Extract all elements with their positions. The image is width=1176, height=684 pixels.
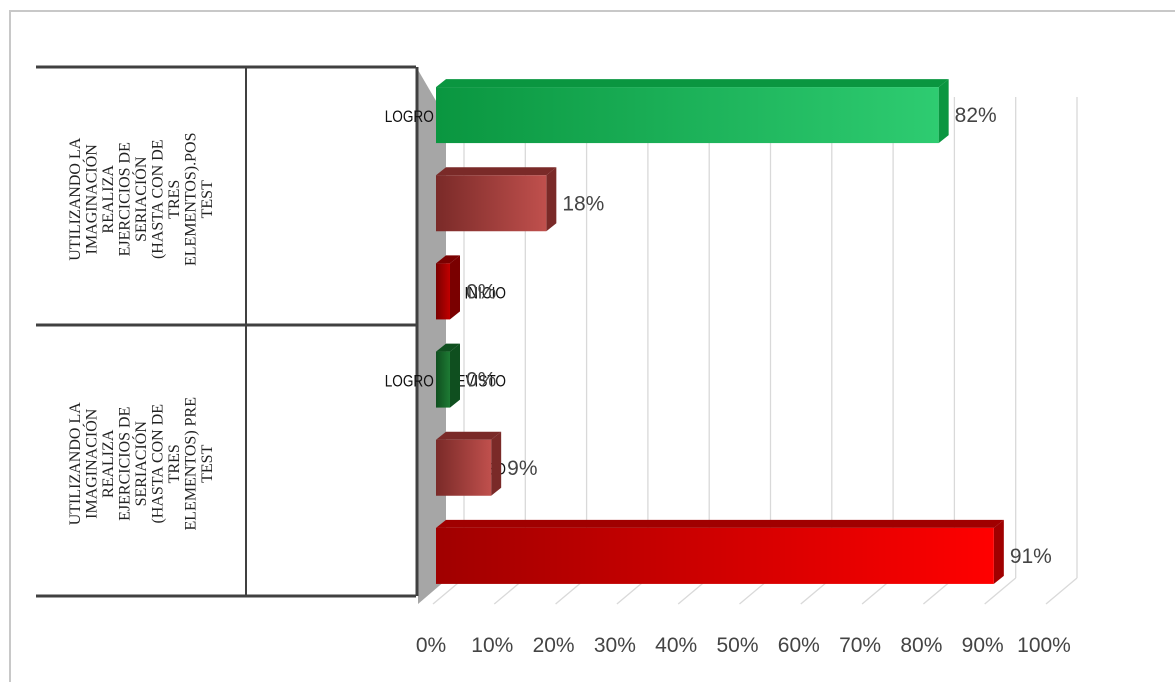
bar [436, 439, 492, 496]
floor-line [1045, 577, 1078, 605]
bar-top [436, 519, 1004, 528]
bar-top [436, 167, 557, 176]
bar [436, 527, 994, 584]
bar-side [938, 79, 949, 144]
data-label: 91% [1010, 545, 1052, 568]
x-tick-label: 0% [416, 634, 446, 657]
bar-top [436, 255, 460, 264]
data-label: 0% [466, 280, 496, 303]
bar-top [436, 79, 949, 88]
x-tick-label: 100% [1017, 634, 1071, 657]
x-tick-label: 30% [594, 634, 636, 657]
bar-side [491, 431, 502, 496]
x-tick-label: 90% [962, 634, 1004, 657]
floor-line [984, 577, 1017, 605]
x-tick-label: 70% [839, 634, 881, 657]
x-tick-label: 20% [533, 634, 575, 657]
x-tick-label: 60% [778, 634, 820, 657]
data-label: 18% [562, 192, 604, 215]
x-tick-label: 40% [655, 634, 697, 657]
bar-top [436, 431, 502, 440]
category-label: INICIO [464, 284, 506, 303]
data-label: 9% [507, 457, 537, 480]
data-label: 0% [466, 369, 496, 392]
bar-side [450, 343, 460, 408]
x-tick-label: 10% [471, 634, 513, 657]
bar-top [436, 343, 460, 352]
x-tick-label: 80% [900, 634, 942, 657]
chart-frame: 0% 10% 20% 30% 40% 50% 60% 70% 80% 90% 100% UTILIZA… [9, 10, 1175, 682]
group-label: UTILIZANDO LAIMAGINACIÓNREALIZAEJERCICIO… [67, 397, 216, 530]
bar-side [546, 167, 557, 232]
bar-chart: 0% 10% 20% 30% 40% 50% 60% 70% 80% 90% 100% UTILIZA… [36, 65, 1078, 657]
bar [436, 175, 547, 232]
bar [436, 87, 939, 144]
bar [436, 351, 450, 408]
bar-side [450, 255, 460, 320]
data-label: 82% [955, 104, 997, 127]
bar-side [993, 519, 1004, 584]
x-tick-label: 50% [716, 634, 758, 657]
group-label: UTILIZANDO LAIMAGINACIÓNREALIZAEJERCICIO… [67, 133, 216, 267]
bar [436, 263, 450, 320]
